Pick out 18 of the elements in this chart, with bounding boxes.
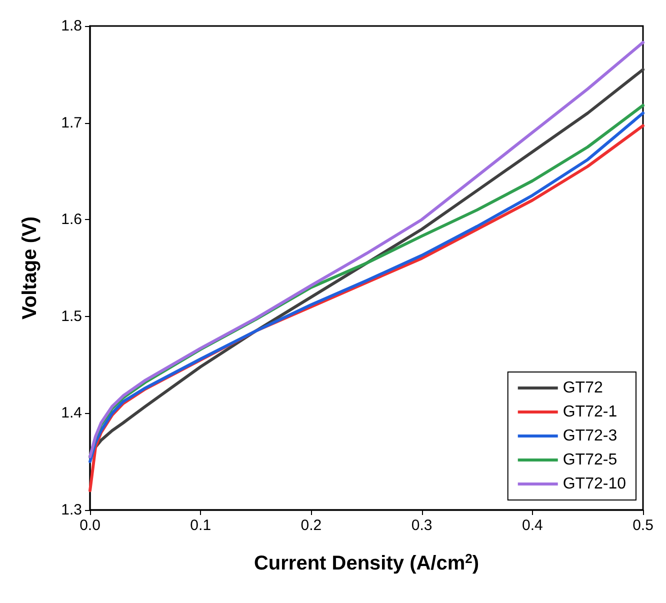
x-tick-label: 0.2 [300, 517, 322, 534]
x-tick-label: 0.1 [190, 517, 212, 534]
y-tick-label: 1.8 [61, 18, 82, 34]
y-tick-label: 1.5 [61, 308, 82, 325]
x-tick-label: 0.5 [632, 517, 654, 534]
legend-label: GT72-1 [562, 404, 618, 420]
x-tick-label: 0.0 [80, 517, 100, 534]
legend-label: GT72-10 [562, 476, 626, 492]
y-tick-label: 1.6 [61, 211, 82, 228]
y-tick-label: 1.4 [61, 404, 82, 422]
y-tick-label: 1.7 [61, 114, 82, 132]
legend-label: GT72-3 [562, 428, 618, 444]
x-tick-label: 0.4 [522, 517, 543, 534]
y-tick-label: 1.3 [61, 502, 82, 518]
x-tick-label: 0.3 [411, 517, 432, 534]
legend-label: GT72 [562, 380, 603, 396]
y-axis-title: Voltage (V) [19, 216, 41, 320]
legend-label: GT72-5 [562, 452, 618, 468]
